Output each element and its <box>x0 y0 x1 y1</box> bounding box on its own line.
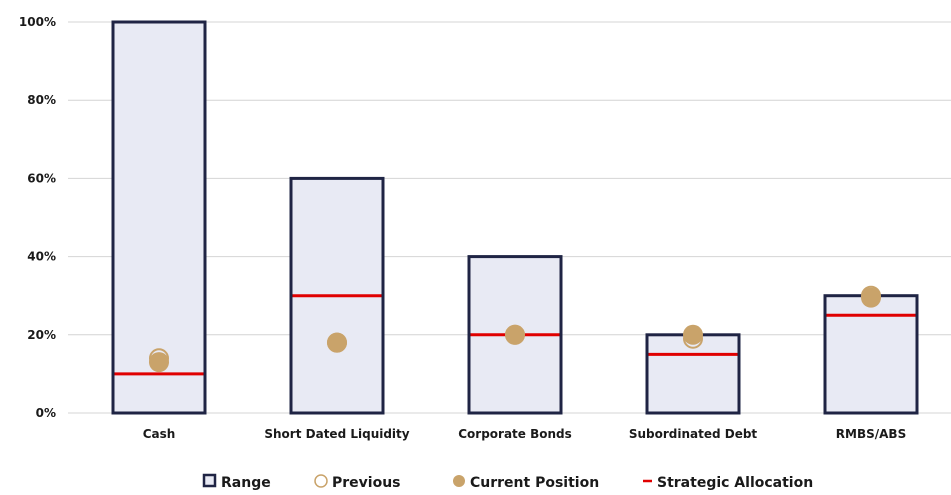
y-tick-label: 0% <box>36 406 56 420</box>
legend-range-label: Range <box>221 475 271 491</box>
current-position-marker <box>505 324 525 345</box>
y-tick-label: 80% <box>27 93 56 107</box>
range-bar <box>645 333 741 415</box>
current-position-marker <box>861 287 881 308</box>
x-axis-categories: Cash Short Dated Liquidity Corporate Bonds… <box>143 427 907 441</box>
range-bar <box>823 294 919 415</box>
current-position-marker <box>683 324 703 345</box>
position-markers <box>149 285 881 373</box>
y-tick-label: 100% <box>19 15 56 29</box>
legend-current-position-label: Current Position <box>470 475 599 491</box>
x-category-label: RMBS/ABS <box>836 427 906 441</box>
current-position-marker <box>149 352 169 373</box>
legend-previous-label: Previous <box>332 475 401 491</box>
legend-strategic-allocation-label: Strategic Allocation <box>657 475 813 491</box>
y-tick-label: 20% <box>27 328 56 342</box>
legend-previous-swatch <box>314 474 328 488</box>
y-axis-ticks: 0% 20% 40% 60% 80% 100% <box>19 15 56 420</box>
current-position-marker <box>327 332 347 353</box>
x-category-label: Short Dated Liquidity <box>264 427 409 441</box>
x-category-label: Corporate Bonds <box>458 427 572 441</box>
range-bar <box>111 20 207 415</box>
x-category-label: Subordinated Debt <box>629 427 758 441</box>
y-tick-label: 40% <box>27 250 56 264</box>
x-category-label: Cash <box>143 427 176 441</box>
legend-range-swatch <box>202 473 217 488</box>
legend: Range Previous Current Position Strategic A… <box>202 473 813 491</box>
range-bars <box>111 20 919 415</box>
y-tick-label: 60% <box>27 171 56 185</box>
legend-current-position-swatch <box>453 475 465 487</box>
